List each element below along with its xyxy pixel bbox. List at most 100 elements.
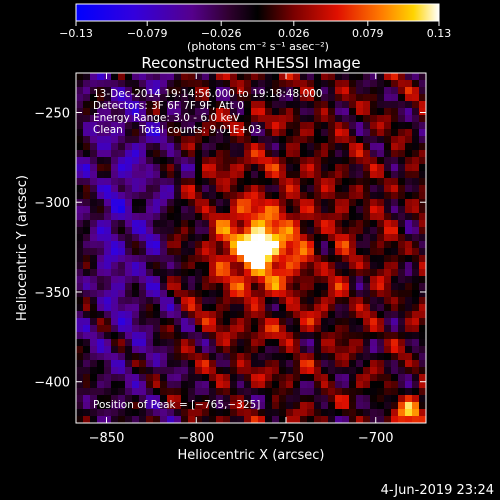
heatmap-cell [412, 416, 420, 423]
heatmap-cell [202, 199, 210, 207]
heatmap-cell [384, 276, 392, 284]
heatmap-cell [398, 290, 406, 298]
heatmap-cell [405, 171, 413, 179]
heatmap-cell [265, 276, 273, 284]
heatmap-cell [328, 339, 336, 347]
heatmap-cell [160, 87, 168, 95]
heatmap-cell [321, 353, 329, 361]
heatmap-cell [335, 395, 343, 403]
heatmap-cell [167, 290, 175, 298]
heatmap-cell [125, 129, 133, 137]
heatmap-cell [146, 339, 154, 347]
heatmap-cell [363, 185, 371, 193]
heatmap-cell [286, 290, 294, 298]
heatmap-cell [83, 360, 91, 368]
heatmap-cell [349, 318, 357, 326]
heatmap-cell [209, 367, 217, 375]
heatmap-cell [370, 227, 378, 235]
heatmap-cell [405, 164, 413, 172]
heatmap-cell [97, 262, 105, 270]
heatmap-cell [174, 283, 182, 291]
heatmap-cell [216, 283, 224, 291]
heatmap-cell [76, 73, 84, 81]
heatmap-cell [405, 122, 413, 130]
heatmap-cell [279, 206, 287, 214]
heatmap-cell [265, 164, 273, 172]
heatmap-cell [335, 122, 343, 130]
heatmap-cell [83, 108, 91, 116]
heatmap-cell [167, 192, 175, 200]
heatmap-cell [174, 136, 182, 144]
heatmap-cell [237, 227, 245, 235]
heatmap-cell [384, 192, 392, 200]
heatmap-cell [195, 290, 203, 298]
heatmap-cell [384, 346, 392, 354]
heatmap-cell [153, 94, 161, 102]
heatmap-cell [391, 388, 399, 396]
heatmap-cell [286, 374, 294, 382]
heatmap-cell [230, 94, 238, 102]
heatmap-cell [125, 213, 133, 221]
heatmap-cell [307, 297, 315, 305]
heatmap-cell [300, 150, 308, 158]
heatmap-cell [335, 332, 343, 340]
heatmap-cell [104, 290, 112, 298]
heatmap-cell [328, 318, 336, 326]
heatmap-cell [111, 87, 119, 95]
heatmap-cell [293, 395, 301, 403]
heatmap-cell [195, 402, 203, 410]
heatmap-cell [335, 269, 343, 277]
heatmap-cell [202, 220, 210, 228]
heatmap-cell [76, 311, 84, 319]
heatmap-cell [216, 185, 224, 193]
heatmap-cell [188, 395, 196, 403]
heatmap-cell [90, 143, 98, 151]
heatmap-cell [188, 136, 196, 144]
heatmap-cell [384, 339, 392, 347]
heatmap-cell [195, 360, 203, 368]
heatmap-cell [132, 157, 140, 165]
heatmap-cell [90, 325, 98, 333]
heatmap-cell [230, 416, 238, 423]
heatmap-cell [244, 367, 252, 375]
heatmap-cell [244, 297, 252, 305]
heatmap-cell [153, 122, 161, 130]
heatmap-cell [314, 388, 322, 396]
heatmap-cell [398, 150, 406, 158]
heatmap-cell [321, 199, 329, 207]
heatmap-cell [391, 290, 399, 298]
heatmap-cell [90, 255, 98, 263]
heatmap-cell [195, 241, 203, 249]
heatmap-cell [391, 346, 399, 354]
heatmap-cell [258, 290, 266, 298]
heatmap-cell [146, 164, 154, 172]
heatmap-cell [251, 311, 259, 319]
heatmap-cell [202, 143, 210, 151]
heatmap-cell [125, 318, 133, 326]
heatmap-cell [111, 178, 119, 186]
heatmap-cell [328, 388, 336, 396]
heatmap-cell [76, 129, 84, 137]
heatmap-cell [118, 129, 126, 137]
heatmap-cell [307, 220, 315, 228]
heatmap-cell [209, 416, 217, 423]
heatmap-cell [293, 381, 301, 389]
heatmap-cell [356, 199, 364, 207]
heatmap-cell [349, 290, 357, 298]
heatmap-cell [244, 290, 252, 298]
heatmap-cell [104, 129, 112, 137]
heatmap-cell [293, 388, 301, 396]
heatmap-cell [384, 297, 392, 305]
heatmap-cell [174, 199, 182, 207]
heatmap-cell [258, 178, 266, 186]
heatmap-cell [251, 290, 259, 298]
heatmap-cell [202, 108, 210, 116]
heatmap-cell [223, 108, 231, 116]
heatmap-cell [195, 332, 203, 340]
heatmap-cell [118, 122, 126, 130]
heatmap-cell [251, 234, 259, 242]
heatmap-cell [293, 360, 301, 368]
heatmap-cell [356, 185, 364, 193]
heatmap-cell [195, 87, 203, 95]
heatmap-cell [209, 115, 217, 123]
